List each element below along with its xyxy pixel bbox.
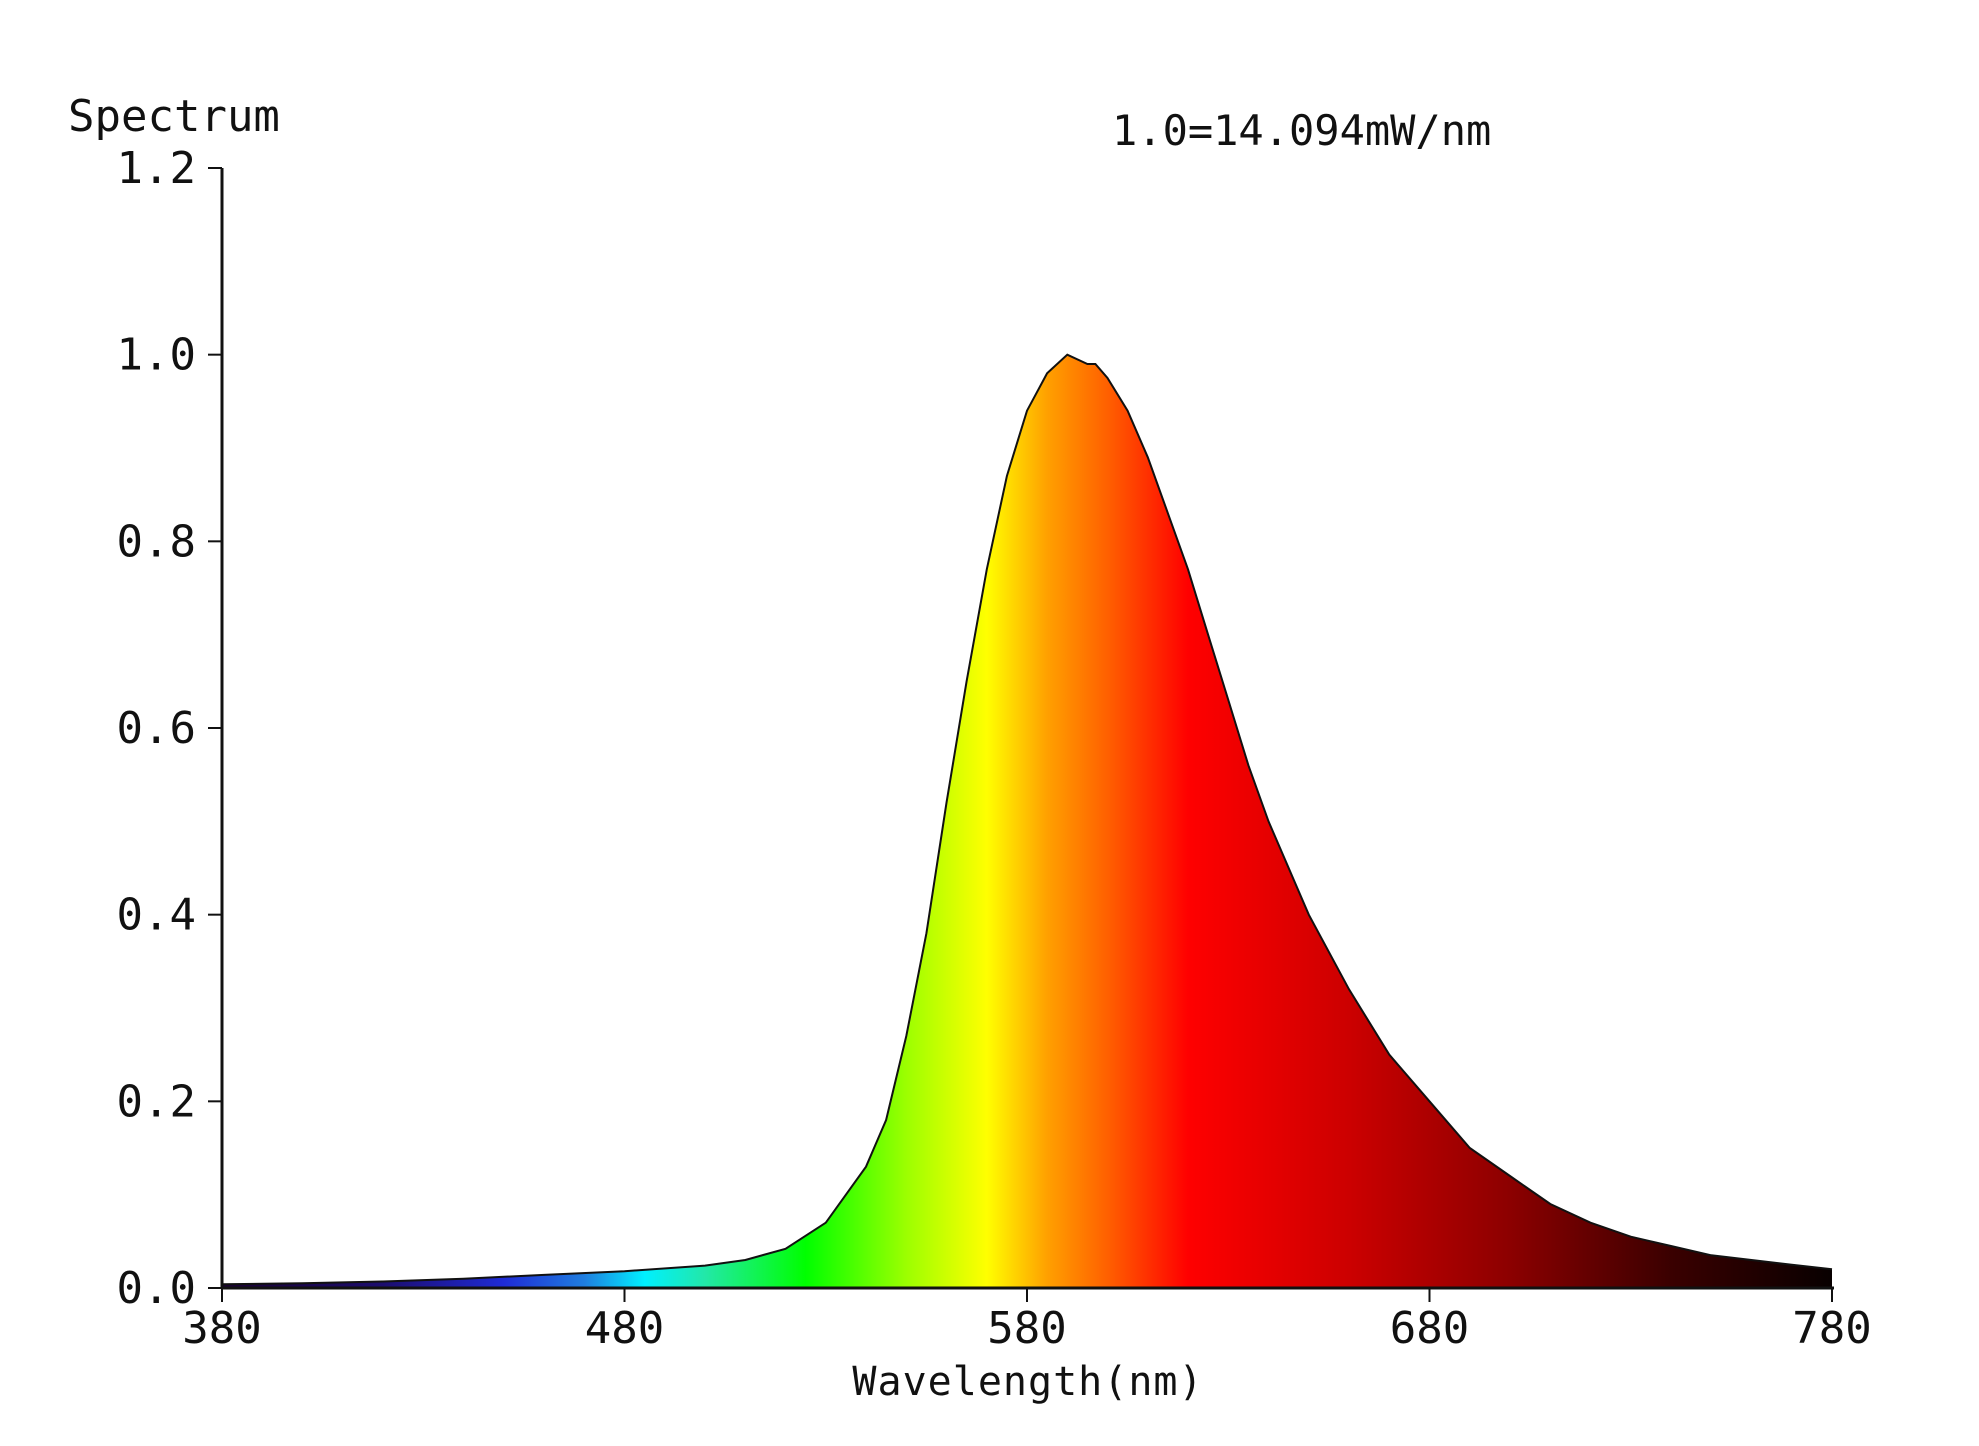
y-tick-label: 1.0	[117, 330, 196, 381]
x-tick-label: 680	[1390, 1303, 1469, 1354]
y-tick-label: 0.4	[117, 890, 196, 941]
y-tick-label: 0.6	[117, 703, 196, 754]
y-ticks: 0.0 0.2 0.4 0.6 0.8 1.0 1.2	[117, 143, 222, 1314]
x-tick-label: 780	[1792, 1303, 1871, 1354]
y-axis-label: Spectrum	[68, 91, 280, 142]
x-axis-label: Wavelength(nm)	[852, 1359, 1203, 1405]
x-tick-label: 580	[987, 1303, 1066, 1354]
plot-area	[221, 353, 1833, 1288]
spectrum-area	[222, 354, 1832, 1288]
y-tick-label: 0.2	[117, 1076, 196, 1127]
x-tick-label: 380	[182, 1303, 261, 1354]
y-tick-label: 1.2	[117, 143, 196, 194]
spectrum-line	[221, 353, 1833, 1286]
x-tick-label: 480	[585, 1303, 664, 1354]
x-ticks: 380 480 580 680 780	[182, 1288, 1872, 1354]
y-tick-label: 0.0	[117, 1263, 196, 1314]
chart-annotation: 1.0=14.094mW/nm	[1112, 106, 1491, 155]
y-tick-label: 0.8	[117, 516, 196, 567]
